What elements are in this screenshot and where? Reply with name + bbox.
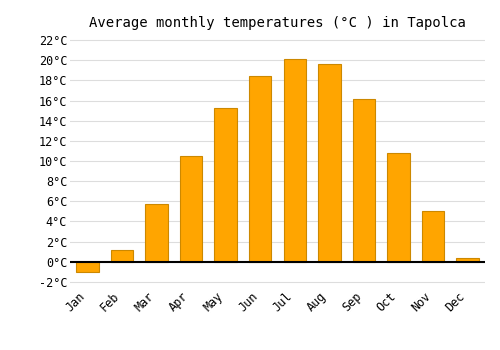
Bar [76,262,98,272]
Bar [180,156,203,262]
Bar [214,107,237,262]
Bar [456,258,479,262]
Bar [352,98,375,262]
Bar [318,64,340,262]
Bar [110,250,133,262]
Bar [388,153,410,262]
Bar [145,204,168,262]
Title: Average monthly temperatures (°C ) in Tapolca: Average monthly temperatures (°C ) in Ta… [89,16,466,30]
Bar [249,76,272,262]
Bar [284,59,306,262]
Bar [422,211,444,262]
